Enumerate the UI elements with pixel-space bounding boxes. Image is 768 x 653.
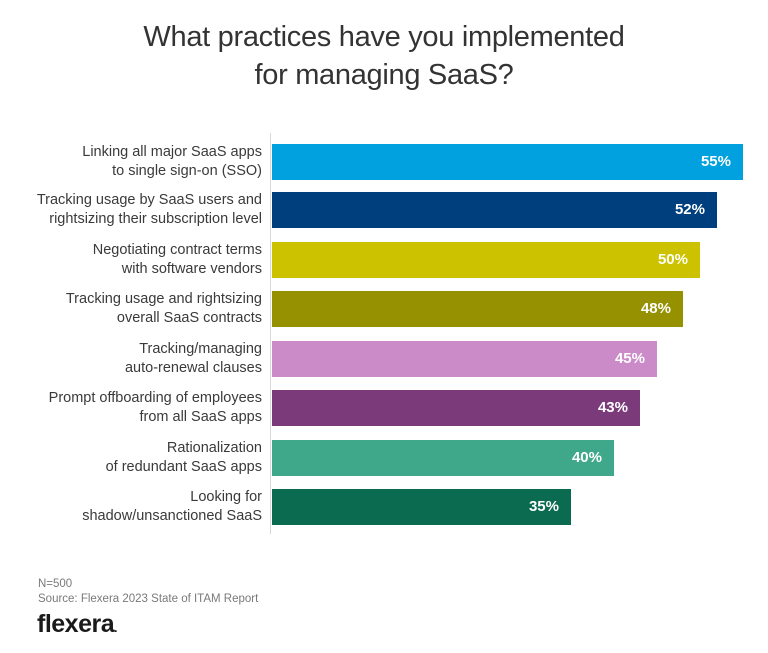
- y-axis-line: [270, 133, 271, 534]
- chart-title-line-2: for managing SaaS?: [254, 59, 514, 91]
- chart-title-line-1: What practices have you implemented: [143, 21, 625, 53]
- category-label: Rationalization of redundant SaaS apps: [106, 439, 262, 477]
- category-label-line-1: Looking for: [190, 489, 262, 505]
- category-label-line-1: Tracking/managing: [139, 341, 262, 357]
- logo-dot: .: [114, 621, 117, 635]
- bar-value-label: 55%: [700, 153, 731, 170]
- category-label-line-1: Tracking usage by SaaS users and: [36, 192, 262, 208]
- bar-row: Negotiating contract terms with software …: [0, 242, 768, 278]
- bar: 45%: [272, 341, 657, 377]
- category-label: Prompt offboarding of employees from all …: [49, 389, 262, 427]
- bar: 55%: [272, 144, 743, 180]
- category-label-line-2: of redundant SaaS apps: [105, 459, 262, 475]
- bar-value-label: 52%: [674, 201, 705, 218]
- bar-value-label: 35%: [528, 498, 559, 515]
- flexera-logo: flexera.: [37, 609, 117, 643]
- category-label: Negotiating contract terms with software …: [93, 241, 262, 279]
- category-label-line-2: to single sign-on (SSO): [112, 163, 262, 179]
- bar-value-label: 40%: [571, 449, 602, 466]
- category-label: Looking for shadow/unsanctioned SaaS: [82, 488, 262, 526]
- logo-text: flexera: [37, 610, 115, 638]
- bar: 40%: [272, 440, 614, 476]
- category-label-line-2: with software vendors: [121, 261, 262, 277]
- category-label-line-1: Linking all major SaaS apps: [82, 144, 262, 160]
- bar-row: Rationalization of redundant SaaS apps 40%: [0, 440, 768, 476]
- sample-size-note: N=500: [38, 578, 73, 590]
- bar: 48%: [272, 291, 683, 327]
- bar-row: Looking for shadow/unsanctioned SaaS 35%: [0, 489, 768, 525]
- category-label: Tracking/managing auto-renewal clauses: [125, 340, 262, 378]
- bar-value-label: 45%: [614, 350, 645, 367]
- bar: 50%: [272, 242, 700, 278]
- category-label-line-1: Negotiating contract terms: [92, 242, 262, 258]
- category-label: Tracking usage and rightsizing overall Sa…: [66, 290, 262, 328]
- category-label: Tracking usage by SaaS users and rightsiz…: [37, 191, 262, 229]
- bar: 43%: [272, 390, 640, 426]
- bar-row: Linking all major SaaS apps to single sig…: [0, 144, 768, 180]
- source-note: Source: Flexera 2023 State of ITAM Repor…: [38, 593, 259, 605]
- category-label-line-1: Rationalization: [166, 440, 262, 456]
- category-label: Linking all major SaaS apps to single sig…: [82, 143, 262, 181]
- category-label-line-2: overall SaaS contracts: [116, 310, 262, 326]
- bar: 35%: [272, 489, 571, 525]
- bar-value-label: 50%: [657, 251, 688, 268]
- chart-title: What practices have you implemented for …: [0, 18, 768, 94]
- bar: 52%: [272, 192, 717, 228]
- bar-row: Prompt offboarding of employees from all …: [0, 390, 768, 426]
- category-label-line-2: rightsizing their subscription level: [49, 211, 262, 227]
- category-label-line-2: auto-renewal clauses: [124, 360, 262, 376]
- bar-value-label: 48%: [640, 300, 671, 317]
- category-label-line-2: shadow/unsanctioned SaaS: [82, 508, 262, 524]
- bar-row: Tracking/managing auto-renewal clauses 45%: [0, 341, 768, 377]
- bar-row: Tracking usage and rightsizing overall Sa…: [0, 291, 768, 327]
- bar-value-label: 43%: [597, 399, 628, 416]
- category-label-line-2: from all SaaS apps: [139, 409, 262, 425]
- category-label-line-1: Tracking usage and rightsizing: [65, 291, 262, 307]
- category-label-line-1: Prompt offboarding of employees: [48, 390, 262, 406]
- bar-row: Tracking usage by SaaS users and rightsiz…: [0, 192, 768, 228]
